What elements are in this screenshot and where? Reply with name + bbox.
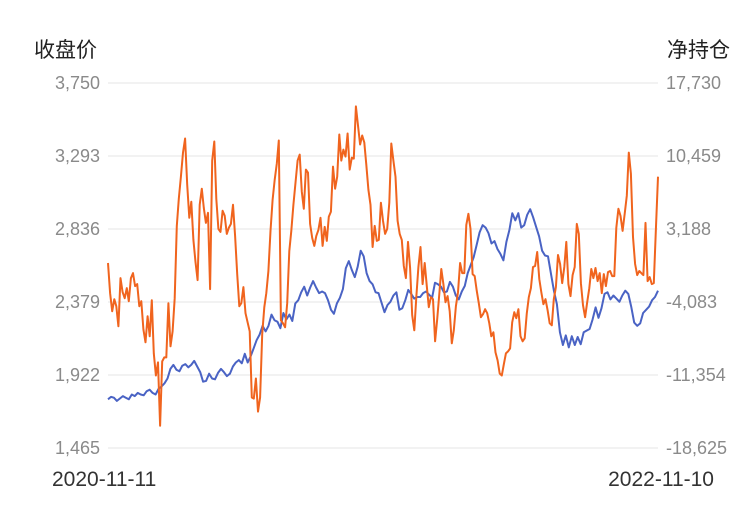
right-tick-label: -18,625 [666,438,727,458]
right-tick-label: 3,188 [666,219,711,239]
left-axis-ticks: 3,750 3,293 2,836 2,379 1,922 1,465 [55,73,100,458]
left-tick-label: 3,293 [55,146,100,166]
left-axis-title: 收盘价 [34,39,97,62]
x-axis-start-label: 2020-11-11 [52,468,157,491]
right-tick-label: 17,730 [666,73,721,93]
left-tick-label: 1,922 [55,365,100,385]
left-tick-label: 2,836 [55,219,100,239]
left-tick-label: 3,750 [55,73,100,93]
x-axis-end-label: 2022-11-10 [608,468,714,491]
left-tick-label: 1,465 [55,438,100,458]
right-tick-label: 10,459 [666,146,721,166]
right-axis-ticks: 17,730 10,459 3,188 -4,083 -11,354 -18,625 [666,73,727,458]
left-tick-label: 2,379 [55,292,100,312]
right-tick-label: -11,354 [666,365,726,385]
series-line-close-price [107,208,659,402]
right-axis-title: 净持仓 [667,39,730,62]
series-line-net-position [107,105,659,427]
right-tick-label: -4,083 [666,292,717,312]
